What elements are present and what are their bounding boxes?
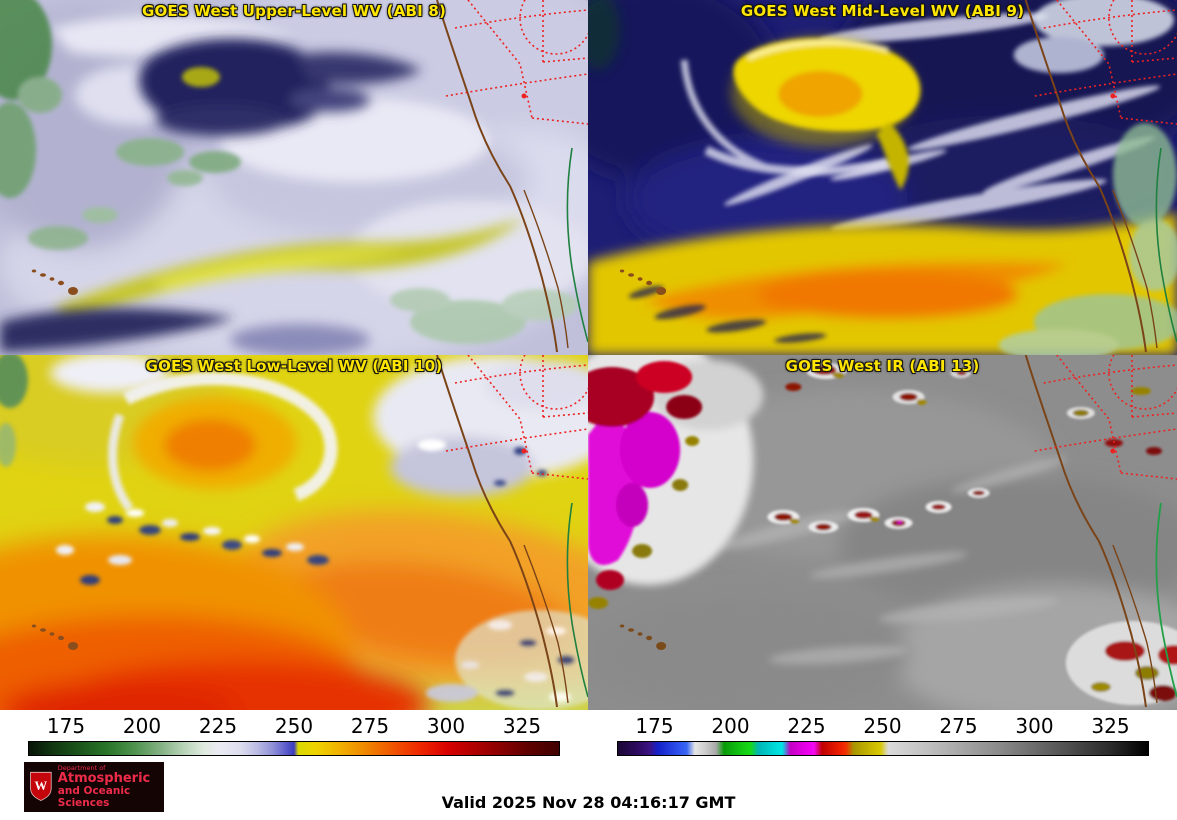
logo-dept-line: Department of [57, 763, 106, 772]
warm-moist-plume [0, 535, 430, 710]
wv-scale-ticks: 175 200 225 250 275 300 325 [28, 714, 560, 738]
panel-upper-level-wv: GOES West Upper-Level WV (ABI 8) [0, 0, 588, 355]
cold-cloud-tops-cluster [588, 361, 703, 609]
logo-text: Department of Atmospheric and Oceanic Sc… [57, 763, 159, 810]
panel-mid-level-wv: GOES West Mid-Level WV (ABI 9) [588, 0, 1177, 355]
ir-tick-label: 250 [863, 714, 902, 738]
green-moist-patches [0, 0, 241, 250]
map-overlay [1024, 0, 1177, 353]
satellite-image-abi10 [0, 355, 588, 710]
map-overlay [1024, 355, 1177, 708]
wv-tick-label: 200 [122, 714, 162, 738]
wv-tick-label: 175 [46, 714, 86, 738]
logo-line-2: and Oceanic Sciences [57, 785, 131, 809]
panel-low-level-wv: GOES West Low-Level WV (ABI 10) [0, 355, 588, 710]
wv-tick-label: 325 [502, 714, 542, 738]
map-overlay [436, 355, 588, 708]
subtropical-dry-band [588, 212, 1177, 355]
storm-swirl [139, 38, 422, 136]
hawaii-islands [31, 269, 78, 295]
wv-tick-label: 275 [350, 714, 390, 738]
crest-monogram: W [35, 779, 48, 793]
ir-tick-label: 200 [711, 714, 750, 738]
hawaii-islands [619, 624, 667, 650]
footer: W Department of Atmospheric and Oceanic … [0, 758, 1177, 820]
wv-tick-label: 250 [274, 714, 314, 738]
ir-tick-label: 325 [1091, 714, 1130, 738]
aos-department-logo: W Department of Atmospheric and Oceanic … [24, 762, 164, 812]
ir-tick-label: 175 [635, 714, 674, 738]
satellite-quad-grid: GOES West Upper-Level WV (ABI 8) [0, 0, 1177, 710]
panel-ir: GOES West IR (ABI 13) [588, 355, 1177, 710]
hawaii-islands [619, 269, 667, 295]
logo-line-1: Atmospheric [57, 770, 151, 786]
low-swirl [133, 397, 297, 489]
uw-crest-icon: W [30, 771, 52, 801]
satellite-image-abi13 [588, 355, 1177, 710]
valid-time-label: Valid 2025 Nov 28 04:16:17 GMT [441, 793, 736, 812]
convective-speckle-line [767, 488, 990, 533]
colorbar-row: 175 200 225 250 275 300 325 175 200 225 … [0, 710, 1177, 758]
satellite-image-abi8 [0, 0, 588, 355]
speckled-cloud-band [56, 502, 329, 585]
ir-tick-label: 225 [787, 714, 826, 738]
wv-tick-label: 225 [198, 714, 238, 738]
satellite-image-abi9 [588, 0, 1177, 355]
hawaii-islands [31, 624, 78, 650]
wv-colorbar [28, 741, 560, 756]
ir-colorbar [616, 741, 1149, 756]
wv-colorbar-group: 175 200 225 250 275 300 325 [0, 714, 588, 758]
ir-scale-ticks: 175 200 225 250 275 300 325 [617, 714, 1149, 738]
dry-band [55, 218, 525, 322]
ir-tick-label: 300 [1015, 714, 1054, 738]
ir-colorbar-group: 175 200 225 250 275 300 325 [588, 714, 1177, 758]
map-overlay [436, 0, 588, 353]
ir-tick-label: 275 [939, 714, 978, 738]
dry-swirl [733, 38, 921, 190]
wv-tick-label: 300 [426, 714, 466, 738]
